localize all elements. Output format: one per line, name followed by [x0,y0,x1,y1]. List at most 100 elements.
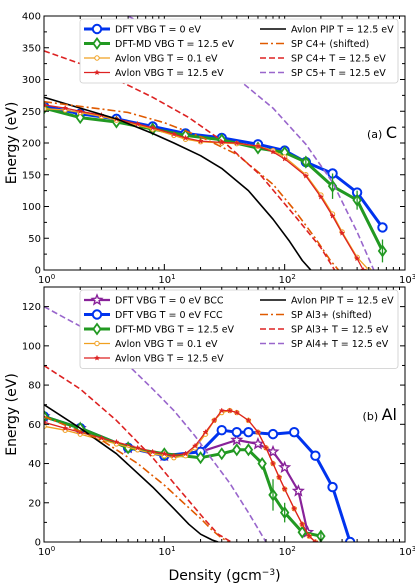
data-point [44,101,48,108]
data-point [44,423,47,429]
data-point [278,460,292,474]
data-point [233,409,240,416]
panel-label: (a) C [367,123,397,142]
legend-label: DFT VBG T = 0 eV FCC [115,310,223,321]
data-point [44,419,48,426]
legend-label: Avlon VBG T = 0.1 eV [115,339,218,350]
legend-label: SP C4+ T = 12.5 eV [291,54,386,65]
data-point [291,484,305,497]
data-point [44,106,47,112]
data-point [262,444,270,451]
data-point [62,104,69,111]
legend-label: SP Al3+ (shifted) [291,310,372,321]
data-point [197,137,204,144]
data-point [233,139,240,146]
x-tick-label: 103 [399,545,415,558]
y-tick-label: 150 [22,170,41,181]
data-point [254,428,262,435]
data-point [226,407,233,414]
y-tick-label: 200 [22,139,41,150]
data-point [134,444,141,451]
legend-label: Avlon PIP T = 12.5 eV [291,296,394,307]
series-line-7 [44,415,231,542]
data-point [353,255,361,262]
data-point [276,473,283,480]
data-point [230,433,244,446]
y-tick-label: 100 [22,202,41,213]
data-point [232,443,242,457]
legend-label: DFT-MD VBG T = 12.5 eV [115,39,235,50]
data-point [77,107,84,114]
data-point [134,120,141,127]
y-tick-label: 40 [28,459,41,470]
legend-label: SP Al3+ T = 12.5 eV [291,325,389,336]
x-tick-label: 100 [38,273,55,286]
legend-label: DFT VBG T = 0 eV [115,25,201,36]
data-point [216,424,227,436]
x-tick-label: 103 [399,273,415,286]
y-tick-label: 120 [22,302,41,313]
data-point [302,172,310,179]
data-point [245,417,252,424]
data-point [218,407,225,414]
data-point [299,521,306,528]
data-point [306,532,313,539]
data-point [170,452,177,459]
data-point [281,155,288,162]
x-tick-label: 101 [158,545,175,558]
legend-box [79,289,399,369]
x-axis-label: Density (gcm−3) [168,568,280,584]
data-point [182,450,189,457]
x-tick-label: 102 [279,545,296,558]
y-tick-label: 100 [22,341,41,352]
y-tick-label: 20 [28,498,41,509]
data-point [98,434,105,441]
data-point [161,450,168,457]
y-tick-label: 400 [22,12,41,23]
data-point [329,212,336,219]
y-tick-label: 0 [35,266,41,277]
chart-panel-1: 0 50 100 150 200 250 300 350 400 100 101 102 103 Ener… [4,12,415,287]
y-tick-label: 300 [22,75,41,86]
x-tick-label: 102 [279,273,296,286]
legend-label: SP C5+ T = 12.5 eV [291,68,386,79]
data-point [360,266,367,270]
data-point [377,222,388,233]
y-axis-label: Energy (eV) [4,102,20,185]
data-point [191,442,199,449]
legend-label: Avlon VBG T = 12.5 eV [115,354,224,365]
data-point [267,428,279,440]
data-point [170,130,177,137]
legend-marker [92,36,102,51]
y-tick-label: 60 [28,420,41,431]
y-tick-label: 50 [28,234,41,245]
data-point [338,229,346,236]
data-point [266,444,280,458]
data-point [211,417,218,424]
legend: DFT VBG T = 0 eV DFT-MD VBG T = 12.5 eV Av… [79,18,399,84]
legend-marker [94,55,100,61]
x-tick-label: 100 [38,545,55,558]
data-point [62,424,69,431]
data-point [254,142,262,149]
y-tick-label: 250 [22,107,41,118]
data-point [231,426,242,438]
data-point [243,443,254,457]
data-point [182,134,189,141]
legend-label: DFT-MD VBG T = 12.5 eV [115,325,235,336]
data-point [291,505,298,512]
legend: DFT VBG T = 0 eV BCC DFT VBG T = 0 eV FCC… [79,289,399,369]
data-point [75,111,85,125]
legend-label: Avlon VBG T = 12.5 eV [115,68,224,79]
data-point [195,451,206,465]
legend-marker [94,340,100,347]
chart-panel-2: 0 20 40 60 80 100 120 100 101 102 103 Energy (eV) (b… [4,286,415,584]
legend-marker [93,69,101,76]
plot-frame [43,286,406,543]
series-line-8 [44,364,232,542]
series-line-5 [44,409,316,542]
data-point [149,448,156,455]
data-point [327,481,338,493]
data-point [217,447,227,461]
